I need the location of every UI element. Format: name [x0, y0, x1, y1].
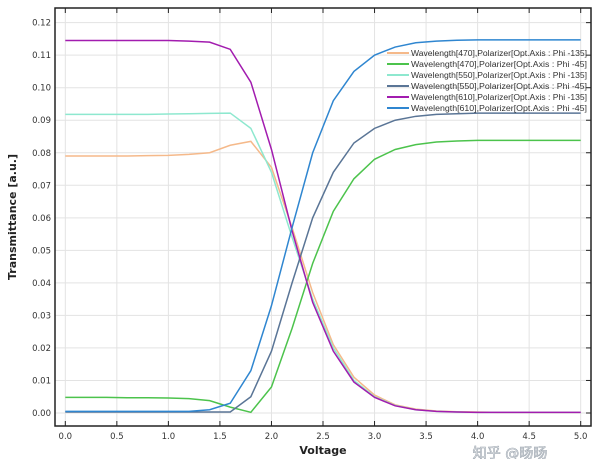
series-line — [65, 139, 581, 414]
x-tick-label: 4.0 — [471, 432, 485, 442]
x-axis-label: Voltage — [299, 444, 346, 457]
y-tick-label: 0.02 — [32, 344, 51, 354]
x-tick-label: 1.5 — [213, 432, 227, 442]
series-line — [65, 39, 581, 414]
y-tick-label: 0.07 — [32, 181, 51, 191]
y-tick-label: 0.00 — [32, 409, 51, 419]
legend: Wavelength[470],Polarizer[Opt.Axis : Phi… — [387, 49, 587, 113]
legend-label: Wavelength[610],Polarizer[Opt.Axis : Phi… — [411, 93, 587, 102]
y-tick-label: 0.08 — [32, 149, 51, 159]
legend-label: Wavelength[470],Polarizer[Opt.Axis : Phi… — [411, 49, 587, 58]
legend-label: Wavelength[550],Polarizer[Opt.Axis : Phi… — [411, 82, 587, 91]
y-tick-label: 0.05 — [32, 246, 51, 256]
x-tick-label: 2.0 — [265, 432, 279, 442]
y-tick-label: 0.11 — [32, 51, 51, 61]
legend-label: Wavelength[550],Polarizer[Opt.Axis : Phi… — [411, 71, 587, 80]
y-tick-label: 0.09 — [32, 116, 51, 126]
y-tick-label: 0.12 — [32, 19, 51, 29]
legend-label: Wavelength[470],Polarizer[Opt.Axis : Phi… — [411, 60, 587, 69]
x-tick-label: 3.5 — [419, 432, 433, 442]
x-tick-label: 3.0 — [368, 432, 382, 442]
x-tick-label: 1.0 — [162, 432, 176, 442]
series-line — [65, 39, 581, 413]
y-tick-label: 0.04 — [32, 279, 51, 289]
series-lines — [65, 39, 581, 414]
y-tick-label: 0.06 — [32, 214, 51, 224]
x-tick-label: 4.5 — [522, 432, 536, 442]
ticks: 0.0 0.5 1.0 1.5 2.0 2.5 3.0 3.5 4.0 4.5 5.0 0.00 0.0… — [32, 8, 591, 442]
legend-label: Wavelength[610],Polarizer[Opt.Axis : Phi… — [411, 104, 587, 113]
x-tick-label: 0.0 — [59, 432, 73, 442]
y-tick-label: 0.01 — [32, 376, 51, 386]
x-tick-label: 0.5 — [110, 432, 124, 442]
y-tick-label: 0.03 — [32, 311, 51, 321]
x-tick-label: 5.0 — [574, 432, 588, 442]
watermark: 知乎 @旸旸 — [473, 445, 547, 459]
x-tick-label: 2.5 — [316, 432, 330, 442]
y-axis-label: Transmittance [a.u.] — [6, 154, 19, 280]
grid — [55, 8, 591, 426]
y-tick-label: 0.10 — [32, 84, 51, 94]
